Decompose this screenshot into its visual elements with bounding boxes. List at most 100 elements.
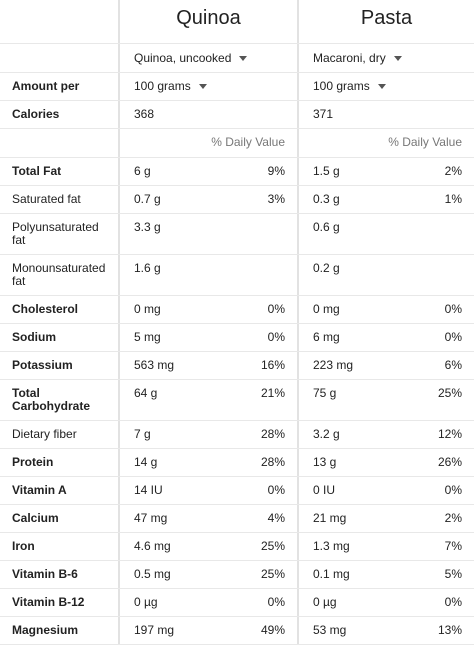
nutrient-amount: 3.3 g (134, 220, 161, 234)
food-selector[interactable]: Quinoa, uncooked (134, 51, 248, 65)
label-cell (0, 0, 118, 43)
nutrient-dv: 25% (260, 567, 285, 581)
nutrient-name: Protein (12, 455, 54, 469)
nutrient-cell: 5 mg 0% (118, 324, 297, 351)
calories-cell: 371 (297, 101, 474, 128)
nutrient-cell: 0 mg 0% (297, 296, 474, 323)
header-row: Quinoa Pasta (0, 0, 474, 44)
selector-cell: Quinoa, uncooked (118, 44, 297, 72)
nutrient-amount: 0 mg (134, 302, 161, 316)
nutrient-dv: 28% (260, 427, 285, 441)
food-selector[interactable]: Macaroni, dry (313, 51, 402, 65)
nutrient-cell: 6 g 9% (118, 158, 297, 185)
amount-cell: 100 grams (297, 73, 474, 100)
nutrient-name: Monounsaturated fat (12, 261, 106, 288)
nutrient-dv: 28% (260, 455, 285, 469)
nutrient-row: Dietary fiber 7 g 28% 3.2 g 12% (0, 421, 474, 449)
nutrient-dv: 6% (444, 358, 462, 372)
label-cell: Total Carbohydrate (0, 380, 118, 420)
nutrient-dv: 0% (444, 483, 462, 497)
nutrient-amount: 0.3 g (313, 192, 340, 206)
nutrient-amount: 0 IU (313, 483, 336, 497)
nutrient-amount: 6 g (134, 164, 151, 178)
calories-value: 371 (313, 107, 334, 121)
nutrient-cell: 75 g 25% (297, 380, 474, 420)
nutrient-amount: 0.5 mg (134, 567, 171, 581)
nutrient-amount: 7 g (134, 427, 151, 441)
arrow-shape (377, 84, 386, 89)
nutrient-dv: 0% (444, 330, 462, 344)
nutrient-amount: 197 mg (134, 623, 175, 637)
nutrient-cell: 0.7 g 3% (118, 186, 297, 213)
nutrient-amount: 4.6 mg (134, 539, 171, 553)
dv-header: % Daily Value (388, 135, 462, 149)
nutrient-dv: 2% (444, 511, 462, 525)
nutrient-row: Protein 14 g 28% 13 g 26% (0, 449, 474, 477)
dv-header: % Daily Value (211, 135, 285, 149)
dv-header-cell: % Daily Value (118, 129, 297, 157)
selector-text: Macaroni, dry (313, 50, 386, 65)
nutrient-name: Vitamin B-12 (12, 595, 85, 609)
daily-value-row: % Daily Value % Daily Value (0, 129, 474, 158)
label-cell: Potassium (0, 352, 118, 379)
nutrient-row: Cholesterol 0 mg 0% 0 mg 0% (0, 296, 474, 324)
label-cell: Iron (0, 533, 118, 560)
nutrient-amount: 14 g (134, 455, 158, 469)
nutrient-dv: 0% (444, 302, 462, 316)
nutrient-row: Potassium 563 mg 16% 223 mg 6% (0, 352, 474, 380)
nutrient-row: Polyunsaturated fat 3.3 g 0.6 g (0, 214, 474, 255)
nutrient-dv: 0% (267, 302, 285, 316)
nutrient-cell: 3.3 g (118, 214, 297, 254)
label-cell: Saturated fat (0, 186, 118, 213)
nutrient-cell: 64 g 21% (118, 380, 297, 420)
nutrient-name: Total Carbohydrate (12, 386, 91, 413)
nutrient-name: Iron (12, 539, 35, 553)
nutrient-amount: 0 µg (134, 595, 158, 609)
amount-selector[interactable]: 100 grams (134, 80, 207, 93)
nutrient-amount: 0.1 mg (313, 567, 350, 581)
nutrient-cell: 1.6 g (118, 255, 297, 295)
label-cell: Calcium (0, 505, 118, 532)
label-cell: Vitamin B-6 (0, 561, 118, 588)
selector-cell: Macaroni, dry (297, 44, 474, 72)
nutrient-cell: 197 mg 49% (118, 617, 297, 644)
amount-row: Amount per 100 grams 100 grams (0, 73, 474, 101)
nutrient-name: Polyunsaturated fat (12, 220, 99, 247)
nutrient-row: Calcium 47 mg 4% 21 mg 2% (0, 505, 474, 533)
nutrient-cell: 0.1 mg 5% (297, 561, 474, 588)
label-cell: Calories (0, 101, 118, 128)
nutrient-amount: 0.7 g (134, 192, 161, 206)
nutrient-cell: 0 IU 0% (297, 477, 474, 504)
nutrient-amount: 5 mg (134, 330, 161, 344)
nutrient-name: Cholesterol (12, 302, 79, 316)
nutrient-row: Iron 4.6 mg 25% 1.3 mg 7% (0, 533, 474, 561)
label-cell: Total Fat (0, 158, 118, 185)
nutrient-name: Saturated fat (12, 192, 81, 206)
nutrient-amount: 0 µg (313, 595, 337, 609)
nutrient-cell: 14 IU 0% (118, 477, 297, 504)
arrow-shape (239, 55, 248, 61)
nutrient-cell: 1.3 mg 7% (297, 533, 474, 560)
nutrient-name: Magnesium (12, 623, 79, 637)
nutrient-row: Total Carbohydrate 64 g 21% 75 g 25% (0, 380, 474, 421)
nutrient-dv: 0% (267, 483, 285, 497)
label-cell (0, 129, 118, 157)
nutrient-name: Vitamin B-6 (12, 567, 78, 581)
nutrient-dv: 25% (437, 386, 462, 400)
nutrient-cell: 0 µg 0% (297, 589, 474, 616)
label-cell: Sodium (0, 324, 118, 351)
nutrient-dv: 5% (444, 567, 462, 581)
label-cell: Dietary fiber (0, 421, 118, 448)
label-cell: Monounsaturated fat (0, 255, 118, 295)
selector-row: Quinoa, uncooked Macaroni, dry (0, 44, 474, 73)
nutrient-name: Calcium (12, 511, 59, 525)
nutrient-cell: 7 g 28% (118, 421, 297, 448)
calories-value: 368 (134, 107, 155, 121)
nutrient-cell: 563 mg 16% (118, 352, 297, 379)
nutrient-cell: 53 mg 13% (297, 617, 474, 644)
nutrient-row: Vitamin B-12 0 µg 0% 0 µg 0% (0, 589, 474, 617)
nutrient-dv: 26% (437, 455, 462, 469)
amount-selector[interactable]: 100 grams (313, 80, 386, 93)
dropdown-arrow (239, 55, 248, 61)
